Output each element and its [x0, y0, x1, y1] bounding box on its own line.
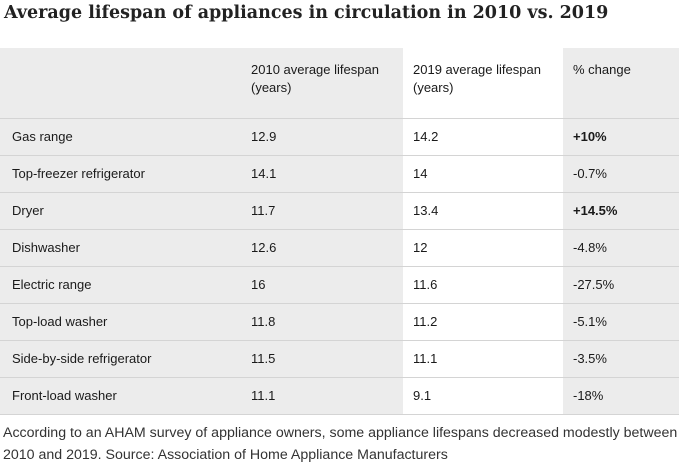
header-percent-change: % change	[563, 48, 679, 119]
cell-2010-lifespan: 12.9	[241, 118, 403, 156]
chart-title: Average lifespan of appliances in circul…	[4, 3, 609, 23]
cell-appliance: Top-load washer	[0, 303, 241, 341]
cell-percent-change: +14.5%	[563, 192, 679, 230]
table-row: Dishwasher 12.6 12 -4.8%	[0, 229, 679, 267]
table-row: Side-by-side refrigerator 11.5 11.1 -3.5%	[0, 340, 679, 378]
cell-2019-lifespan: 13.4	[403, 192, 563, 230]
cell-2019-lifespan: 12	[403, 229, 563, 267]
cell-2010-lifespan: 11.7	[241, 192, 403, 230]
cell-appliance: Gas range	[0, 118, 241, 156]
cell-percent-change: -27.5%	[563, 266, 679, 304]
cell-appliance: Top-freezer refrigerator	[0, 155, 241, 193]
header-appliance	[0, 48, 241, 119]
cell-2019-lifespan: 9.1	[403, 377, 563, 415]
cell-2010-lifespan: 16	[241, 266, 403, 304]
table-row: Electric range 16 11.6 -27.5%	[0, 266, 679, 304]
cell-2019-lifespan: 14.2	[403, 118, 563, 156]
cell-appliance: Electric range	[0, 266, 241, 304]
cell-percent-change: -18%	[563, 377, 679, 415]
lifespan-table-container: 2010 average lifespan (years) 2019 avera…	[0, 48, 679, 415]
cell-2019-lifespan: 11.2	[403, 303, 563, 341]
cell-percent-change: -4.8%	[563, 229, 679, 267]
cell-2010-lifespan: 12.6	[241, 229, 403, 267]
cell-percent-change: -5.1%	[563, 303, 679, 341]
table-body: Gas range 12.9 14.2 +10% Top-freezer refrige…	[0, 118, 679, 415]
table-row: Front-load washer 11.1 9.1 -18%	[0, 377, 679, 415]
lifespan-table: 2010 average lifespan (years) 2019 avera…	[0, 48, 679, 415]
cell-2010-lifespan: 11.1	[241, 377, 403, 415]
cell-2019-lifespan: 11.6	[403, 266, 563, 304]
cell-appliance: Side-by-side refrigerator	[0, 340, 241, 378]
table-row: Top-load washer 11.8 11.2 -5.1%	[0, 303, 679, 341]
header-2019-lifespan: 2019 average lifespan (years)	[403, 48, 563, 119]
header-2010-lifespan: 2010 average lifespan (years)	[241, 48, 403, 119]
cell-percent-change: +10%	[563, 118, 679, 156]
cell-2010-lifespan: 14.1	[241, 155, 403, 193]
cell-2019-lifespan: 11.1	[403, 340, 563, 378]
cell-appliance: Dryer	[0, 192, 241, 230]
table-row: Gas range 12.9 14.2 +10%	[0, 118, 679, 156]
cell-appliance: Dishwasher	[0, 229, 241, 267]
cell-2010-lifespan: 11.5	[241, 340, 403, 378]
cell-2010-lifespan: 11.8	[241, 303, 403, 341]
table-header: 2010 average lifespan (years) 2019 avera…	[0, 48, 679, 119]
header-row: 2010 average lifespan (years) 2019 avera…	[0, 48, 679, 119]
cell-appliance: Front-load washer	[0, 377, 241, 415]
cell-2019-lifespan: 14	[403, 155, 563, 193]
cell-percent-change: -0.7%	[563, 155, 679, 193]
table-row: Dryer 11.7 13.4 +14.5%	[0, 192, 679, 230]
chart-caption: According to an AHAM survey of appliance…	[3, 425, 678, 463]
cell-percent-change: -3.5%	[563, 340, 679, 378]
table-row: Top-freezer refrigerator 14.1 14 -0.7%	[0, 155, 679, 193]
